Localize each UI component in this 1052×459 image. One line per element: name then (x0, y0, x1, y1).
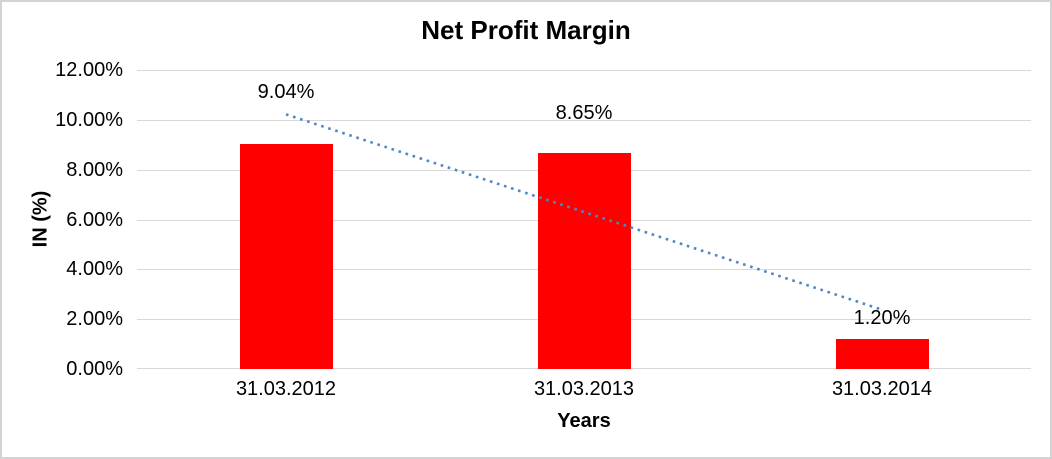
x-tick-label: 31.03.2013 (533, 378, 635, 400)
x-tick-label: 31.03.2012 (235, 378, 337, 400)
gridline (137, 70, 1031, 71)
y-tick-label: 4.00% (66, 258, 123, 280)
y-tick-label: 6.00% (66, 209, 123, 231)
chart-title: Net Profit Margin (421, 15, 631, 45)
gridline (137, 120, 1031, 121)
bar (836, 339, 929, 369)
x-tick-label: 31.03.2014 (831, 378, 933, 400)
y-tick-label: 12.00% (55, 59, 123, 81)
y-tick-label: 2.00% (66, 308, 123, 330)
bar-data-label: 1.20% (853, 307, 911, 329)
bar (538, 153, 631, 369)
bar-data-label: 8.65% (555, 102, 613, 124)
y-tick-label: 0.00% (66, 358, 123, 380)
plot-area: 9.04% 8.65% 1.20% (137, 70, 1031, 369)
bar-data-label: 9.04% (257, 81, 315, 103)
y-tick-label: 8.00% (66, 159, 123, 181)
trendline (285, 113, 883, 311)
x-axis-title: Years (557, 410, 611, 432)
y-tick-label: 10.00% (55, 109, 123, 131)
bar (240, 144, 333, 369)
